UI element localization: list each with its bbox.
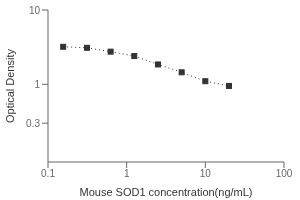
- svg-text:0.3: 0.3: [26, 118, 40, 129]
- svg-text:100: 100: [276, 168, 292, 179]
- svg-text:Optical Density: Optical Density: [8, 49, 16, 123]
- svg-text:0.1: 0.1: [41, 168, 55, 179]
- svg-text:Mouse SOD1 concentration(ng/mL: Mouse SOD1 concentration(ng/mL): [79, 186, 252, 198]
- svg-text:10: 10: [29, 5, 41, 16]
- svg-text:1: 1: [124, 168, 130, 179]
- svg-text:1: 1: [34, 79, 40, 90]
- svg-text:10: 10: [200, 168, 212, 179]
